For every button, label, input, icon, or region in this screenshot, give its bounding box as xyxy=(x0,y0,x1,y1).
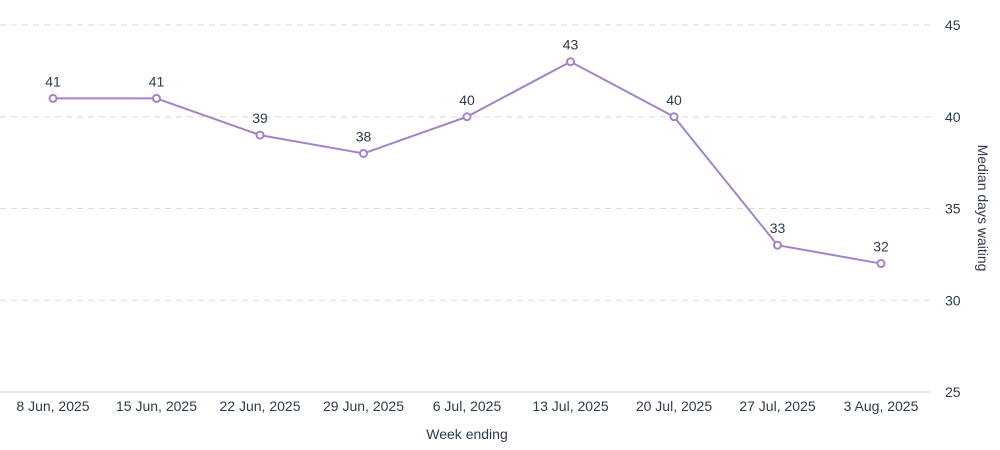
y-tick-label: 25 xyxy=(945,384,961,400)
x-tick-label: 27 Jul, 2025 xyxy=(739,398,815,414)
data-labels: 41 41 39 38 40 43 40 33 32 xyxy=(45,37,889,255)
x-tick-label: 6 Jul, 2025 xyxy=(433,398,502,414)
x-tick-label: 20 Jul, 2025 xyxy=(636,398,712,414)
data-point xyxy=(773,240,782,250)
data-label: 32 xyxy=(873,239,889,255)
data-point xyxy=(462,112,472,122)
data-point xyxy=(48,93,58,103)
y-axis-ticks: 25 30 35 40 45 xyxy=(945,17,961,400)
data-label: 41 xyxy=(45,73,61,89)
data-point xyxy=(255,130,265,140)
data-point xyxy=(359,148,368,158)
x-tick-label: 15 Jun, 2025 xyxy=(116,398,197,414)
y-tick-label: 35 xyxy=(945,201,961,217)
series xyxy=(48,57,886,269)
data-label: 40 xyxy=(666,92,682,108)
y-tick-label: 45 xyxy=(945,17,961,33)
data-point xyxy=(152,93,161,103)
data-label: 33 xyxy=(770,220,786,236)
x-tick-label: 29 Jun, 2025 xyxy=(323,398,404,414)
data-label: 41 xyxy=(149,73,165,89)
data-label: 43 xyxy=(563,37,579,53)
x-tick-label: 8 Jun, 2025 xyxy=(16,398,89,414)
x-tick-label: 3 Aug, 2025 xyxy=(844,398,919,414)
x-axis-title: Week ending xyxy=(426,426,507,442)
x-tick-label: 13 Jul, 2025 xyxy=(532,398,608,414)
y-tick-label: 30 xyxy=(945,292,961,308)
x-tick-label: 22 Jun, 2025 xyxy=(220,398,301,414)
data-point xyxy=(669,112,679,122)
y-tick-label: 40 xyxy=(945,109,961,125)
y-axis-title: Median days waiting xyxy=(975,145,991,272)
data-label: 38 xyxy=(356,128,372,144)
data-point xyxy=(876,259,886,269)
data-point xyxy=(566,57,575,67)
data-label: 40 xyxy=(459,92,475,108)
gridlines xyxy=(0,24,930,393)
data-label: 39 xyxy=(252,110,268,126)
x-axis-ticks: 8 Jun, 2025 15 Jun, 2025 22 Jun, 2025 29 Ju… xyxy=(16,398,918,414)
